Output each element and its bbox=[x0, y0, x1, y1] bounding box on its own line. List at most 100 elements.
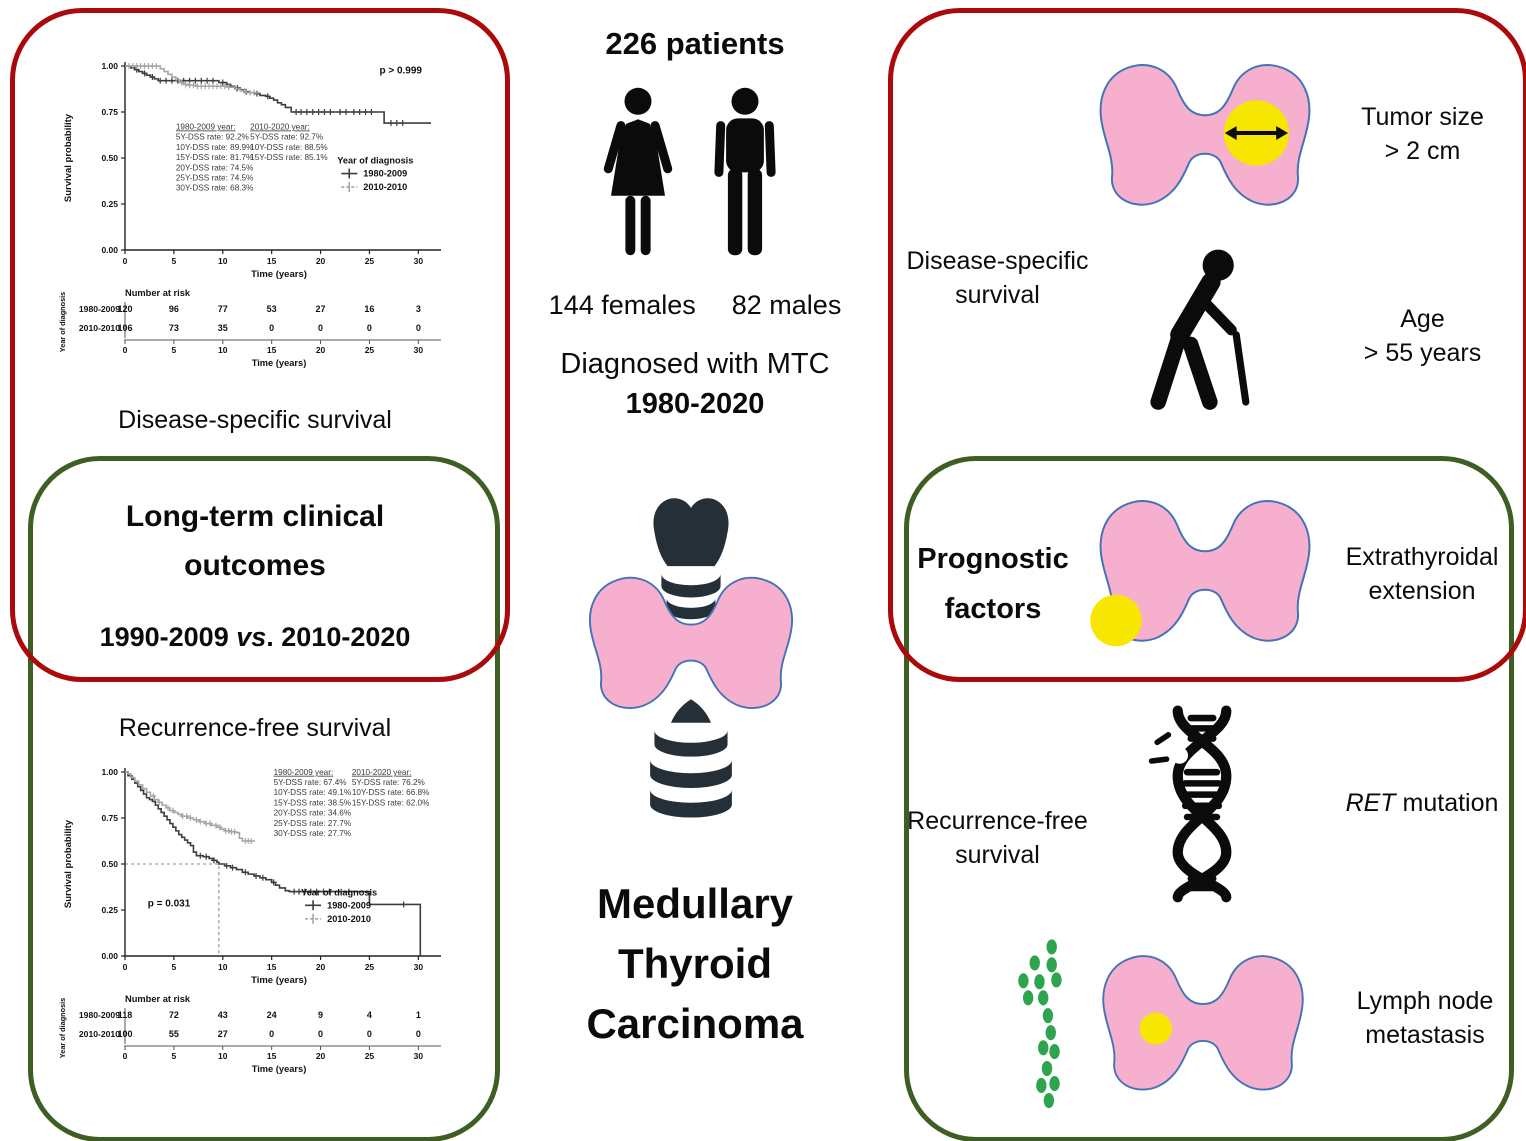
svg-text:20: 20 bbox=[316, 345, 326, 355]
svg-text:5Y-DSS rate: 92.2%: 5Y-DSS rate: 92.2% bbox=[176, 133, 249, 142]
svg-text:0.00: 0.00 bbox=[101, 245, 118, 255]
svg-text:9: 9 bbox=[318, 1010, 323, 1020]
svg-text:120: 120 bbox=[117, 304, 132, 314]
svg-text:10Y-DSS rate: 88.5%: 10Y-DSS rate: 88.5% bbox=[250, 143, 328, 152]
svg-text:0: 0 bbox=[269, 1029, 274, 1039]
male-icon bbox=[714, 87, 776, 256]
svg-text:15: 15 bbox=[267, 256, 277, 266]
svg-text:0: 0 bbox=[123, 1051, 128, 1061]
svg-text:25Y-DSS rate: 27.7%: 25Y-DSS rate: 27.7% bbox=[274, 819, 352, 828]
svg-text:0.75: 0.75 bbox=[101, 813, 118, 823]
svg-text:1980-2009: 1980-2009 bbox=[327, 900, 371, 910]
svg-text:5: 5 bbox=[172, 1051, 177, 1061]
svg-text:0: 0 bbox=[269, 323, 274, 333]
female-count: 144 females bbox=[548, 290, 696, 320]
svg-text:73: 73 bbox=[169, 323, 179, 333]
factor-tumor-size-line1: Tumor size bbox=[1361, 103, 1484, 131]
dss-outcome-line2: survival bbox=[955, 281, 1040, 309]
svg-text:0.50: 0.50 bbox=[101, 859, 118, 869]
svg-text:25Y-DSS rate: 74.5%: 25Y-DSS rate: 74.5% bbox=[176, 173, 254, 182]
svg-text:25: 25 bbox=[365, 256, 375, 266]
svg-text:15Y-DSS rate: 62.0%: 15Y-DSS rate: 62.0% bbox=[352, 798, 430, 807]
svg-text:Number at risk: Number at risk bbox=[125, 994, 191, 1004]
dss-caption: Disease-specific survival bbox=[118, 406, 392, 434]
svg-text:p > 0.999: p > 0.999 bbox=[379, 65, 422, 76]
svg-text:5: 5 bbox=[172, 345, 177, 355]
rfs-factors-panel-box bbox=[904, 456, 1514, 1141]
svg-text:10Y-DSS rate: 66.8%: 10Y-DSS rate: 66.8% bbox=[352, 788, 430, 797]
svg-text:15: 15 bbox=[267, 1051, 277, 1061]
svg-text:2010-2020 year:: 2010-2020 year: bbox=[352, 768, 412, 777]
svg-text:0.75: 0.75 bbox=[101, 107, 118, 117]
svg-text:0: 0 bbox=[416, 323, 421, 333]
svg-text:0: 0 bbox=[318, 1029, 323, 1039]
svg-text:55: 55 bbox=[169, 1029, 179, 1039]
svg-text:20: 20 bbox=[316, 1051, 326, 1061]
svg-text:25: 25 bbox=[365, 1051, 375, 1061]
factor-tumor-size-line2: > 2 cm bbox=[1384, 137, 1461, 165]
svg-text:10: 10 bbox=[218, 256, 228, 266]
period-start: 1990-2009 bbox=[99, 622, 237, 652]
svg-text:2010-2010: 2010-2010 bbox=[79, 1029, 120, 1039]
svg-text:Time (years): Time (years) bbox=[251, 269, 307, 280]
svg-text:106: 106 bbox=[117, 323, 132, 333]
svg-text:1980-2009 year:: 1980-2009 year: bbox=[176, 122, 236, 131]
disease-title: Medullary Thyroid Carcinoma bbox=[505, 874, 885, 1054]
svg-text:0.25: 0.25 bbox=[101, 905, 118, 915]
svg-text:0.00: 0.00 bbox=[101, 951, 118, 961]
dss-factors-panel-box bbox=[888, 8, 1526, 682]
svg-text:Year of diagnosis: Year of diagnosis bbox=[337, 156, 413, 166]
outcomes-title-line2: outcomes bbox=[184, 549, 326, 582]
svg-text:0.50: 0.50 bbox=[101, 153, 118, 163]
svg-text:Number at risk: Number at risk bbox=[125, 288, 191, 298]
disease-title-line1: Medullary bbox=[596, 880, 794, 927]
svg-text:20: 20 bbox=[316, 962, 326, 972]
svg-text:Survival probability: Survival probability bbox=[63, 113, 74, 202]
svg-text:p = 0.031: p = 0.031 bbox=[148, 898, 191, 909]
thyroid-trachea-icon bbox=[588, 498, 794, 818]
outcomes-title-line1: Long-term clinical bbox=[125, 500, 385, 533]
prognostic-line2: factors bbox=[944, 593, 1042, 625]
svg-text:5: 5 bbox=[172, 962, 177, 972]
svg-text:1980-2009: 1980-2009 bbox=[363, 169, 407, 179]
outcomes-rfs-panel-box bbox=[28, 456, 500, 1141]
svg-text:0: 0 bbox=[123, 962, 128, 972]
thyroid-extension-icon bbox=[1090, 500, 1311, 647]
svg-text:27: 27 bbox=[218, 1029, 228, 1039]
male-count: 82 males bbox=[731, 290, 842, 320]
factor-ete-line1: Extrathyroidal bbox=[1345, 543, 1499, 571]
svg-text:Time (years): Time (years) bbox=[251, 975, 307, 986]
svg-text:25: 25 bbox=[365, 962, 375, 972]
rfs-outcome-label: Recurrence-free survival bbox=[890, 804, 1105, 872]
svg-text:2010-2010: 2010-2010 bbox=[79, 323, 120, 333]
rfs-km-chart: 0.00 0.25 0.50 0.75 1.00 0 5 10 15 20 25 30 Time (ye… bbox=[58, 756, 458, 1088]
dss-outcome-label: Disease-specific survival bbox=[890, 244, 1105, 312]
svg-text:35: 35 bbox=[218, 323, 228, 333]
svg-text:15Y-DSS rate: 85.1%: 15Y-DSS rate: 85.1% bbox=[250, 153, 328, 162]
svg-text:2010-2020 year:: 2010-2020 year: bbox=[250, 122, 310, 131]
svg-text:96: 96 bbox=[169, 304, 179, 314]
outcomes-period: 1990-2009 vs. 2010-2020 bbox=[40, 622, 470, 653]
svg-text:27: 27 bbox=[316, 304, 326, 314]
svg-text:77: 77 bbox=[218, 304, 228, 314]
dss-outcome-line1: Disease-specific bbox=[906, 247, 1089, 275]
factor-tumor-size: Tumor size > 2 cm bbox=[1330, 100, 1515, 168]
svg-text:100: 100 bbox=[117, 1029, 132, 1039]
svg-text:20Y-DSS rate: 34.6%: 20Y-DSS rate: 34.6% bbox=[274, 809, 352, 818]
svg-text:Time (years): Time (years) bbox=[252, 1064, 307, 1074]
svg-text:30: 30 bbox=[414, 962, 424, 972]
svg-text:118: 118 bbox=[118, 1010, 133, 1020]
svg-text:10: 10 bbox=[218, 345, 228, 355]
svg-text:10Y-DSS rate: 89.9%: 10Y-DSS rate: 89.9% bbox=[176, 143, 254, 152]
svg-text:30: 30 bbox=[414, 256, 424, 266]
svg-text:15Y-DSS rate: 81.7%: 15Y-DSS rate: 81.7% bbox=[176, 153, 254, 162]
svg-text:0: 0 bbox=[367, 1029, 372, 1039]
period-end: . 2010-2020 bbox=[266, 622, 411, 652]
dss-panel-box bbox=[10, 8, 510, 682]
svg-text:1: 1 bbox=[416, 1010, 421, 1020]
svg-text:0.25: 0.25 bbox=[101, 199, 118, 209]
svg-text:24: 24 bbox=[267, 1010, 277, 1020]
prognostic-factors-label: Prognostic factors bbox=[893, 534, 1093, 634]
svg-text:25: 25 bbox=[365, 345, 375, 355]
